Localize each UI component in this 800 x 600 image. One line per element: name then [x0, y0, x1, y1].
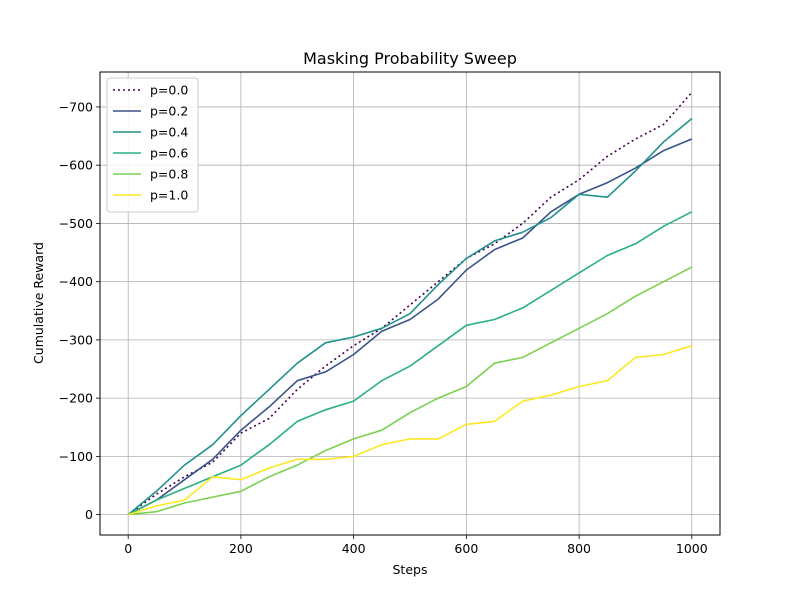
- series-line-2: [127, 117, 693, 516]
- legend: p=0.0 p=0.2 p=0.4 p=0.6 p=0.8 p=1.0: [106, 77, 199, 213]
- legend-label: p=0.0: [150, 83, 188, 98]
- x-tick-label: 200: [229, 541, 253, 556]
- x-axis-label: Steps: [393, 562, 428, 577]
- series-line-5: [127, 344, 693, 516]
- y-tick-label: −500: [59, 216, 93, 231]
- x-tick-label: 0: [124, 541, 132, 556]
- chart-title: Masking Probability Sweep: [303, 49, 517, 68]
- series-line-4: [128, 266, 693, 516]
- legend-label: p=0.6: [150, 146, 188, 161]
- x-tick-label: 800: [567, 541, 591, 556]
- y-tick-label: −200: [59, 391, 93, 406]
- legend-label: p=0.4: [150, 125, 188, 140]
- series-line-1: [127, 138, 693, 516]
- legend-label: p=0.8: [150, 167, 188, 182]
- legend-label: p=0.2: [150, 104, 188, 119]
- ticks: 0 200 400 600 800 1000 0 −100 −200 −300 −400 −500 −6…: [59, 99, 708, 556]
- y-tick-label: −100: [59, 449, 93, 464]
- y-tick-label: −600: [59, 158, 93, 173]
- legend-label: p=1.0: [150, 188, 188, 203]
- y-tick-label: −400: [59, 274, 93, 289]
- y-tick-label: −300: [59, 332, 93, 347]
- series-line-3: [127, 211, 693, 516]
- x-tick-label: 600: [454, 541, 478, 556]
- y-tick-label: −700: [59, 99, 93, 114]
- y-axis-label: Cumulative Reward: [31, 242, 46, 364]
- series-group: [127, 91, 693, 516]
- x-tick-label: 400: [342, 541, 366, 556]
- y-tick-label: 0: [85, 507, 93, 522]
- x-tick-label: 1000: [676, 541, 708, 556]
- grid: [100, 72, 720, 535]
- plot-frame: [99, 71, 721, 536]
